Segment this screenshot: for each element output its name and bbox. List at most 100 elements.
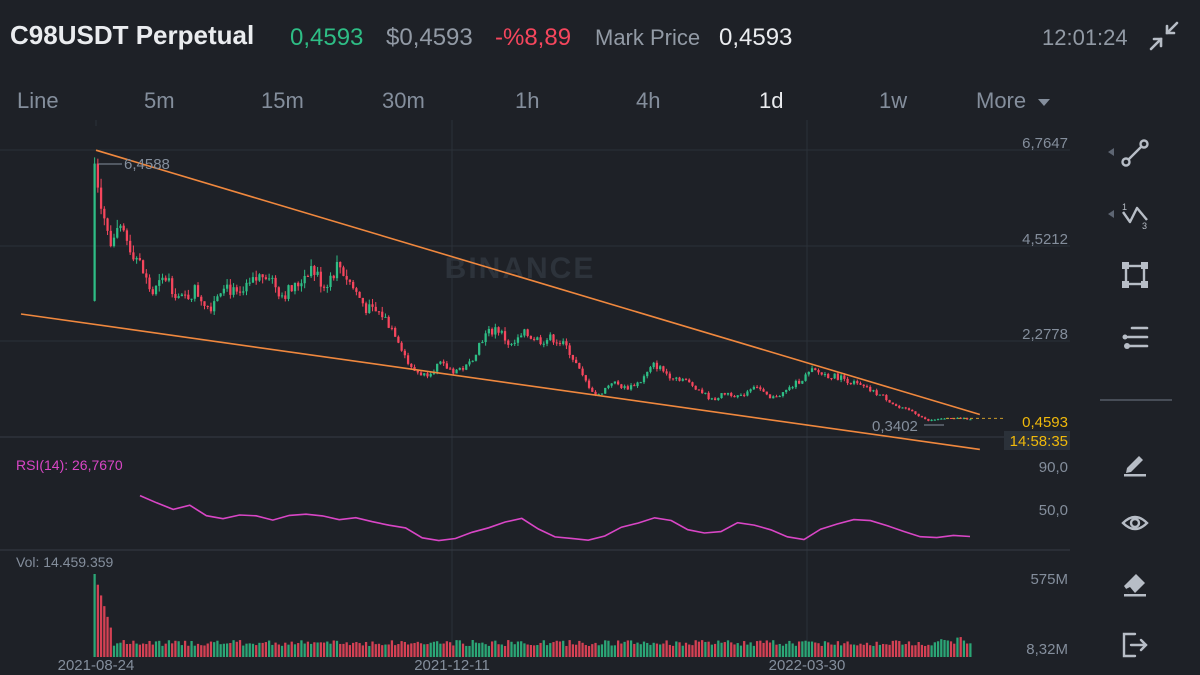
candle-body — [319, 271, 322, 287]
volume-bar — [778, 643, 781, 657]
exit-icon[interactable] — [1120, 630, 1150, 660]
candle — [969, 418, 972, 421]
symbol-title[interactable]: C98USDT Perpetual — [10, 20, 255, 50]
candle-body — [361, 297, 364, 304]
tab-more[interactable]: More — [976, 88, 1051, 114]
tab-1d[interactable]: 1d — [759, 88, 784, 113]
candle — [306, 274, 310, 277]
fib-tool-icon[interactable] — [1120, 322, 1150, 352]
candle — [836, 371, 840, 381]
volume-bar — [571, 644, 575, 657]
expand-arrow-icon[interactable] — [1108, 210, 1114, 218]
volume-bar — [183, 640, 187, 657]
tab-1w[interactable]: 1w — [879, 88, 908, 113]
volume-bar — [332, 640, 335, 657]
candle — [688, 378, 691, 383]
volume-bar — [749, 642, 752, 657]
candle — [141, 259, 145, 274]
volume-bar — [238, 640, 242, 657]
candle-body — [206, 305, 209, 307]
volume-bar — [629, 640, 633, 657]
candle — [662, 365, 665, 373]
eye-icon[interactable] — [1120, 508, 1150, 538]
exit-fullscreen-icon[interactable] — [1148, 20, 1180, 52]
candle-body — [316, 271, 319, 275]
candle — [901, 407, 904, 409]
volume-bar — [203, 645, 206, 657]
volume-bar — [807, 641, 810, 657]
candle-body — [439, 361, 442, 364]
candle — [710, 397, 713, 400]
candle — [180, 293, 184, 297]
rectangle-tool-icon[interactable] — [1120, 260, 1150, 290]
rsi-axis-label-50: 50,0 — [1039, 502, 1068, 519]
candle-body — [545, 340, 549, 344]
volume-bar — [891, 640, 894, 657]
volume-bar — [953, 643, 956, 657]
volume-bar — [303, 643, 306, 657]
candle-body — [675, 377, 678, 379]
candle — [746, 389, 749, 397]
candle-body — [471, 360, 474, 362]
tab-30m[interactable]: 30m — [382, 88, 425, 113]
pencil-icon[interactable] — [1120, 448, 1150, 478]
candle — [726, 392, 730, 396]
volume-bar — [788, 640, 791, 657]
volume-bar — [125, 644, 129, 657]
candle — [668, 371, 671, 381]
candle — [177, 293, 180, 299]
candle-body — [400, 342, 403, 351]
volume-bar — [885, 644, 888, 657]
candle-body — [200, 296, 203, 302]
last-price: 0,4593 — [290, 24, 364, 51]
expand-arrow-icon[interactable] — [1108, 148, 1114, 156]
candle — [238, 286, 242, 296]
candle-body — [503, 331, 507, 341]
candle — [280, 292, 284, 299]
candle — [733, 394, 736, 398]
volume-bar — [949, 641, 953, 657]
tab-4h[interactable]: 4h — [636, 88, 661, 113]
trendline-tool-icon[interactable] — [1108, 138, 1150, 168]
candle — [898, 404, 901, 409]
candle-body — [258, 274, 261, 281]
eraser-icon[interactable] — [1120, 568, 1150, 598]
candle — [419, 370, 423, 376]
volume-bar — [222, 643, 226, 657]
candle-body — [371, 304, 374, 307]
volume-bar — [190, 641, 193, 657]
candle-body — [274, 277, 277, 288]
candle-body — [99, 187, 103, 209]
volume-bar — [633, 643, 636, 657]
candle-body — [927, 419, 930, 421]
volume-bar — [151, 644, 154, 657]
candle-body — [329, 275, 332, 288]
tab-15m[interactable]: 15m — [261, 88, 304, 113]
price-chart[interactable]: BINANCE 6,7647 4,5212 2,2778 6,4588 0,34… — [0, 120, 1100, 675]
candle-body — [962, 418, 966, 420]
candle-body — [129, 240, 132, 253]
candle — [339, 261, 342, 274]
tab-5m[interactable]: 5m — [144, 88, 175, 113]
tab-line[interactable]: Line — [17, 88, 59, 113]
candle-body — [151, 289, 154, 295]
volume-bar — [694, 640, 697, 657]
volume-bar — [852, 644, 856, 657]
candle-body — [436, 363, 439, 372]
volume-bar — [135, 643, 138, 657]
volume-bar — [833, 644, 836, 657]
candle-body — [445, 363, 448, 369]
tab-1h[interactable]: 1h — [515, 88, 540, 113]
candle — [125, 228, 129, 246]
volume-bar — [394, 645, 397, 657]
candle-body — [513, 342, 516, 344]
candle — [872, 389, 875, 393]
volume-bar — [898, 641, 901, 657]
volume-bar — [678, 642, 681, 657]
volume-bar — [966, 643, 969, 657]
candle-body — [161, 277, 164, 281]
volume-bar — [403, 641, 406, 657]
volume-bar — [490, 641, 494, 657]
candle — [503, 327, 507, 345]
